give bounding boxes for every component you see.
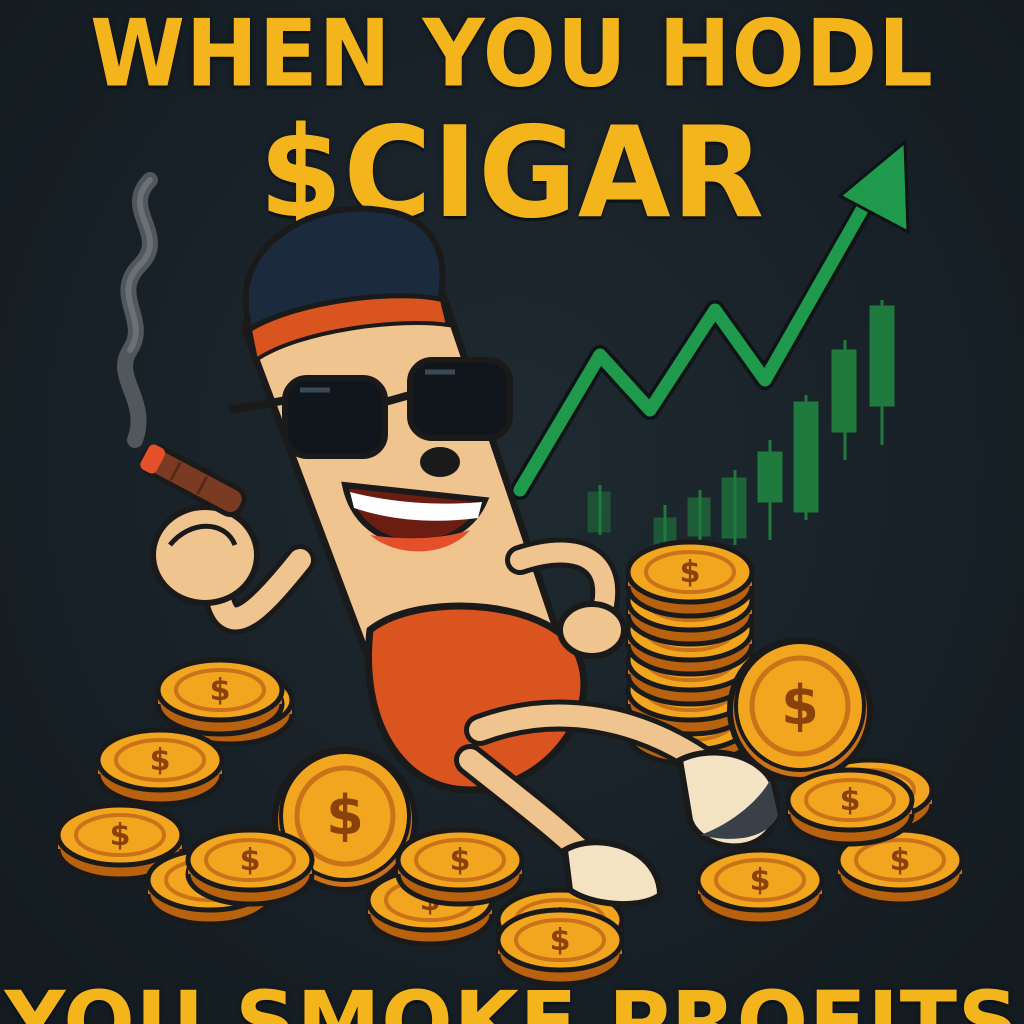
cigar-icon [139,444,247,518]
up-trend-arrow-icon [510,138,910,500]
headline-top: WHEN YOU HODL [90,0,934,108]
candlestick-chart [587,300,895,547]
cigar-mascot [139,205,780,907]
headline-bottom: YOU SMOKE PROFITS [4,973,1020,1024]
sunglasses-icon [229,357,513,459]
shoe-icon [561,749,780,907]
